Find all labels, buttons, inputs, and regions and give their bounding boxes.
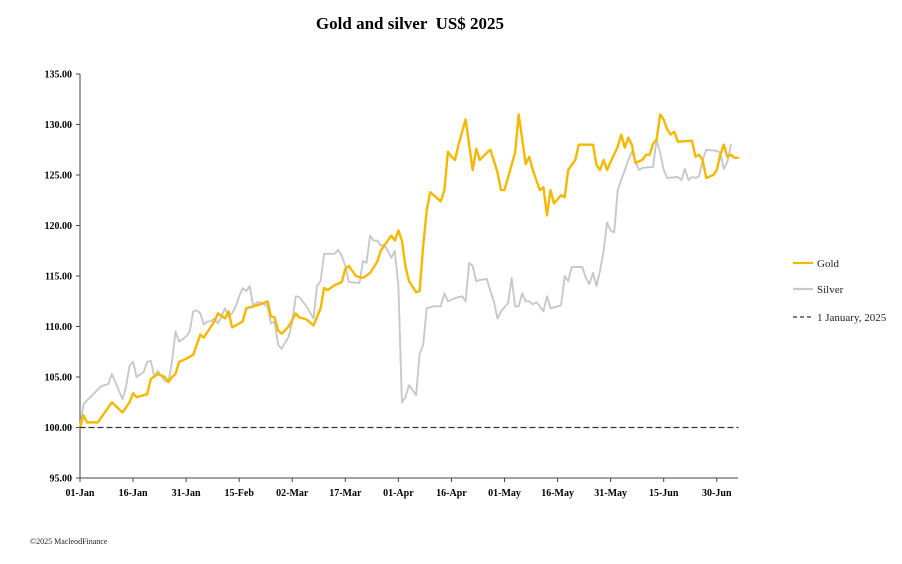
x-tick-label: 17-Mar (329, 488, 362, 499)
y-tick-label: 135.00 (45, 70, 73, 81)
x-tick-label: 16-Apr (436, 488, 467, 499)
x-tick-label: 31-May (594, 488, 627, 499)
x-tick-label: 01-May (488, 488, 521, 499)
x-tick-label: 16-Jan (119, 488, 148, 499)
y-tick-label: 100.00 (45, 423, 73, 434)
legend: Gold Silver 1 January, 2025 (793, 258, 887, 324)
y-axis-ticks: 95.00 100.00 105.00 110.00 115.00 120.00 125.0… (45, 70, 80, 485)
copyright-footer: ©2025 MacleodFinance (30, 537, 108, 546)
legend-label: Gold (817, 258, 840, 270)
x-tick-label: 30-Jun (702, 488, 732, 499)
x-tick-label: 15-Jun (649, 488, 679, 499)
y-tick-label: 105.00 (45, 373, 73, 384)
x-tick-label: 16-May (541, 488, 574, 499)
y-tick-label: 110.00 (45, 322, 72, 333)
y-tick-label: 130.00 (45, 120, 73, 131)
legend-label: Silver (817, 284, 844, 296)
y-tick-label: 115.00 (45, 272, 72, 283)
x-tick-label: 01-Jan (66, 488, 95, 499)
y-tick-label: 125.00 (45, 171, 73, 182)
x-tick-label: 01-Apr (383, 488, 414, 499)
y-tick-label: 95.00 (50, 474, 73, 485)
x-tick-label: 02-Mar (276, 488, 309, 499)
legend-label: 1 January, 2025 (817, 312, 887, 324)
x-tick-label: 15-Feb (224, 488, 254, 499)
series-layer (78, 113, 740, 429)
series-line-gold (78, 113, 740, 429)
y-tick-label: 120.00 (45, 221, 73, 232)
chart-title: Gold and silver US$ 2025 (315, 14, 505, 33)
x-axis-ticks: 01-Jan 16-Jan 31-Jan 15-Feb 02-Mar 17-Mar 01-A… (66, 478, 732, 499)
x-tick-label: 31-Jan (172, 488, 201, 499)
series-line-silver (79, 138, 732, 429)
